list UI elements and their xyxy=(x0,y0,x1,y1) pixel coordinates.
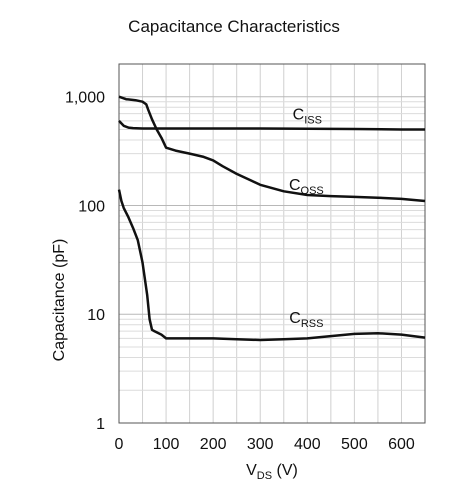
series-label-ciss: CISS xyxy=(293,106,322,126)
y-tick-label: 1 xyxy=(96,416,105,433)
series-line-crss xyxy=(117,189,426,342)
x-axis-label-main: V xyxy=(246,462,257,479)
series-line-coss xyxy=(118,95,426,203)
series-label-coss: COSS xyxy=(289,177,324,197)
x-tick-label: 400 xyxy=(294,436,321,453)
series-label-crss: CRSS xyxy=(289,310,323,330)
plot-frame xyxy=(118,63,426,424)
y-tick-label: 1,000 xyxy=(65,90,105,107)
x-tick-label: 500 xyxy=(341,436,368,453)
x-axis-label: VDS (V) xyxy=(246,462,298,482)
series-layer xyxy=(117,95,426,342)
x-tick-label: 0 xyxy=(115,436,124,453)
x-tick-label: 200 xyxy=(200,436,227,453)
series-line-ciss xyxy=(118,120,425,131)
x-axis-label-subscript: DS xyxy=(257,470,272,482)
y-tick-labels: 1 10 100 1,000 xyxy=(65,90,105,433)
x-tick-label: 600 xyxy=(388,436,415,453)
grid xyxy=(119,64,425,423)
x-tick-labels: 0 100 200 300 400 500 600 xyxy=(115,436,415,453)
y-tick-label: 10 xyxy=(87,307,105,324)
y-axis-label: Capacitance (pF) xyxy=(51,239,68,362)
series-labels: CISS COSS CRSS xyxy=(289,106,324,329)
x-tick-label: 100 xyxy=(153,436,180,453)
chart-title: Capacitance Characteristics xyxy=(128,17,340,36)
x-axis-label-unit: (V) xyxy=(272,462,298,479)
x-tick-label: 300 xyxy=(247,436,274,453)
y-tick-label: 100 xyxy=(78,198,105,215)
